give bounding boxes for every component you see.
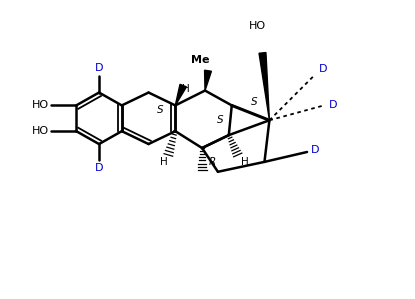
Text: S: S [251, 97, 258, 107]
Text: S: S [217, 115, 223, 125]
Text: D: D [329, 100, 337, 110]
Text: H: H [159, 157, 167, 167]
Text: D: D [319, 64, 327, 74]
Polygon shape [205, 70, 211, 91]
Text: HO: HO [32, 100, 49, 110]
Text: S: S [157, 105, 164, 115]
Text: H: H [182, 84, 190, 94]
Polygon shape [259, 53, 269, 120]
Text: HO: HO [249, 21, 266, 31]
Text: Me: Me [191, 55, 209, 65]
Text: HO: HO [32, 126, 49, 136]
Text: D: D [95, 63, 103, 73]
Text: H: H [241, 157, 249, 167]
Polygon shape [175, 84, 186, 106]
Text: R: R [208, 157, 215, 167]
Text: D: D [311, 145, 320, 155]
Text: D: D [95, 163, 103, 173]
